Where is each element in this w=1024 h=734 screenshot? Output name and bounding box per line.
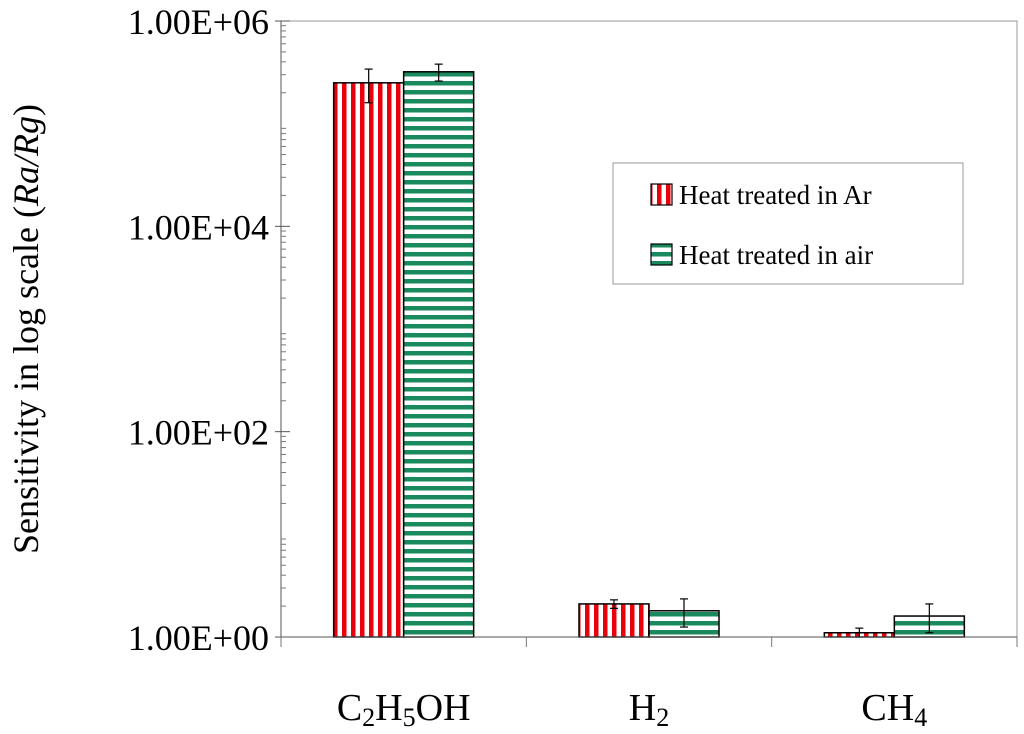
subscript: 4 xyxy=(914,703,927,732)
x-category-label: CH4 xyxy=(861,687,927,732)
x-category-label: H2 xyxy=(629,687,669,732)
legend-swatch-ar xyxy=(650,183,673,206)
subscript: 5 xyxy=(403,703,416,732)
y-tick-label: 1.00E+00 xyxy=(128,618,269,658)
x-category-label: C2H5OH xyxy=(337,687,471,732)
legend-label: Heat treated in air xyxy=(679,240,873,270)
legend: Heat treated in Ar Heat treated in air xyxy=(612,162,964,285)
subscript: 2 xyxy=(656,703,669,732)
x-category-labels: C2H5OH H2 CH4 xyxy=(337,687,927,732)
y-tick-label: 1.00E+02 xyxy=(128,413,269,453)
y-tick-labels: 1.00E+00 1.00E+02 1.00E+04 1.00E+06 xyxy=(128,2,269,658)
y-tick-label: 1.00E+04 xyxy=(128,207,269,247)
y-tick-label: 1.00E+06 xyxy=(128,2,269,42)
subscript: 2 xyxy=(362,703,375,732)
bars xyxy=(332,63,966,638)
bar-air xyxy=(402,71,475,638)
legend-label: Heat treated in Ar xyxy=(679,180,872,210)
y-axis-title-group: Sensitivity in log scale (Ra/Rg) xyxy=(6,104,46,554)
axes xyxy=(275,20,1018,647)
y-axis-title: Sensitivity in log scale (Ra/Rg) xyxy=(6,104,46,554)
bar-ar xyxy=(332,82,405,638)
legend-swatch-air xyxy=(650,243,673,266)
